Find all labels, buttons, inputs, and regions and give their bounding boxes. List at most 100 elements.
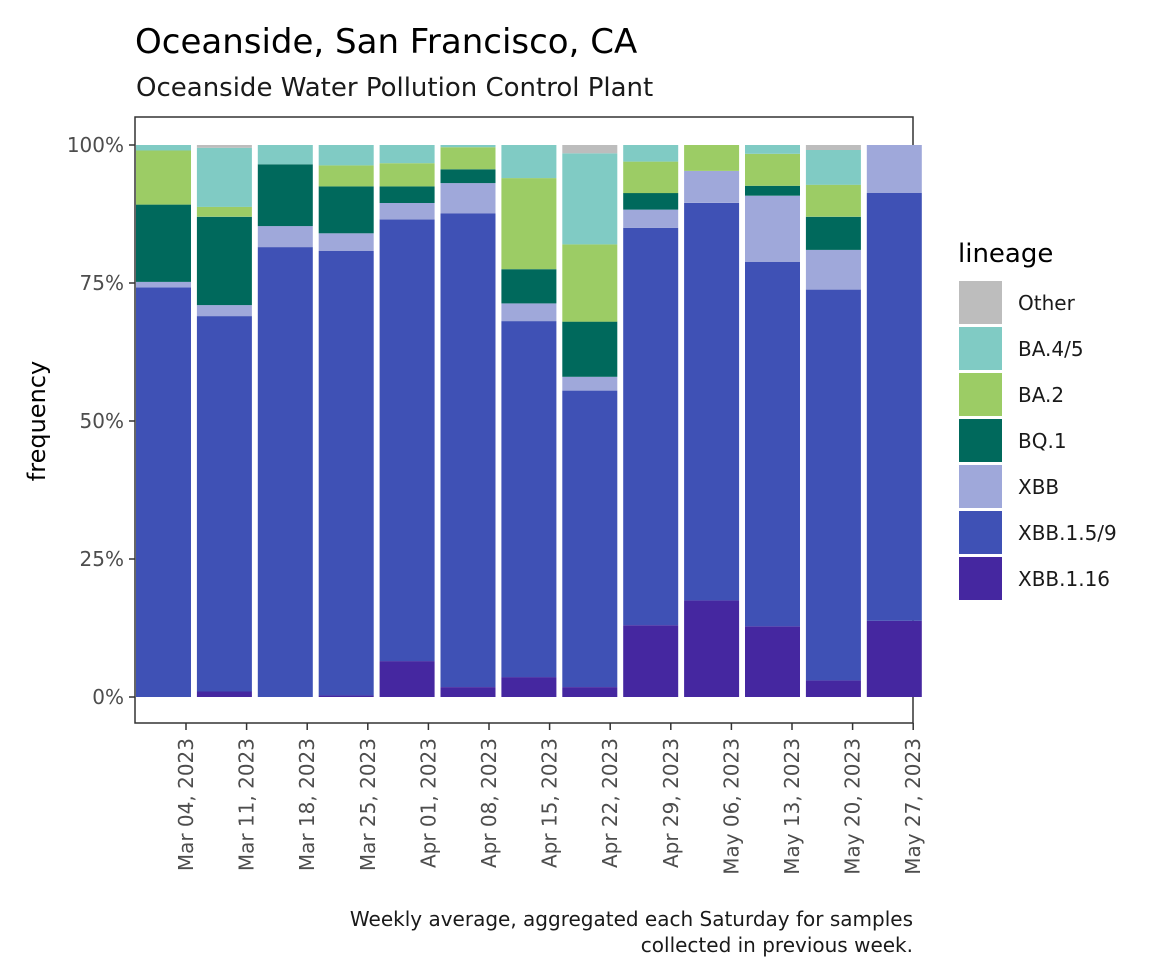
bar-12-bq-1 <box>805 216 861 250</box>
bar-9-xbb <box>623 209 679 228</box>
bar-2-xbb <box>196 305 252 317</box>
bar-11-ba-2 <box>745 153 800 186</box>
legend-title: lineage <box>958 239 1053 269</box>
y-tick-label: 25% <box>80 547 124 571</box>
bar-9-ba-4-5 <box>623 145 679 162</box>
bar-8-ba-4-5 <box>562 153 618 245</box>
legend-swatch-other <box>959 281 1002 324</box>
legend-label-xbb-1-16: XBB.1.16 <box>1018 567 1110 591</box>
bar-6-ba-2 <box>440 147 496 170</box>
bar-2-bq-1 <box>196 216 252 306</box>
x-axis: Mar 04, 2023 Mar 11, 2023 Mar 18, 2023 Mar … <box>174 723 925 875</box>
bar-10-xbb-1-16 <box>684 600 740 697</box>
bar-4-ba-2 <box>318 165 374 187</box>
bar-6-xbb-1-5-9 <box>440 213 496 687</box>
legend-swatch-xbb <box>959 465 1002 508</box>
bar-3-xbb <box>257 226 313 248</box>
bars <box>136 145 922 697</box>
bar-7-xbb-1-5-9 <box>501 321 557 678</box>
bar-6-bq-1 <box>440 169 496 184</box>
bar-5-ba-2 <box>379 163 435 187</box>
bar-5-bq-1 <box>379 186 435 203</box>
y-tick-label: 75% <box>80 271 124 295</box>
bar-2-xbb-1-5-9 <box>196 316 252 692</box>
x-tick-label: Mar 04, 2023 <box>174 738 198 871</box>
x-tick-label: May 20, 2023 <box>841 738 865 875</box>
bar-8-xbb-1-5-9 <box>562 390 618 687</box>
bar-3-xbb-1-5-9 <box>257 247 313 697</box>
bar-5-ba-4-5 <box>379 145 435 164</box>
bar-5-xbb-1-16 <box>379 661 435 697</box>
y-axis: 0% 25% 50% 75% 100% <box>67 133 135 709</box>
bar-13-xbb-1-16 <box>866 620 922 697</box>
bar-1-ba-2 <box>136 150 191 205</box>
y-tick-label: 50% <box>80 409 124 433</box>
bar-2-other <box>196 145 252 148</box>
x-tick-label: Mar 18, 2023 <box>295 738 319 871</box>
bar-4-xbb <box>318 233 374 251</box>
bar-11-xbb-1-5-9 <box>745 262 800 627</box>
bar-9-xbb-1-5-9 <box>623 227 679 626</box>
x-tick-label: May 06, 2023 <box>719 738 743 875</box>
bar-7-bq-1 <box>501 269 557 304</box>
bar-3-bq-1 <box>257 164 313 227</box>
bar-11-ba-4-5 <box>745 145 800 154</box>
bar-7-xbb <box>501 303 557 322</box>
x-tick-label: Apr 01, 2023 <box>416 738 440 868</box>
bar-8-ba-2 <box>562 244 618 322</box>
x-tick-label: Apr 15, 2023 <box>538 738 562 868</box>
caption-line-1: Weekly average, aggregated each Saturday… <box>350 907 913 931</box>
bar-9-ba-2 <box>623 161 679 194</box>
legend-label-bq-1: BQ.1 <box>1018 429 1067 453</box>
bar-2-ba-4-5 <box>196 147 252 207</box>
bar-13-xbb <box>866 145 922 193</box>
bar-12-xbb <box>805 249 861 290</box>
bar-8-xbb-1-16 <box>562 687 618 697</box>
bar-11-xbb <box>745 195 800 262</box>
caption-line-2: collected in previous week. <box>641 933 913 957</box>
bar-8-bq-1 <box>562 321 618 377</box>
x-tick-label: May 13, 2023 <box>780 738 804 875</box>
x-tick-label: Apr 22, 2023 <box>598 738 622 868</box>
legend-label-ba-2: BA.2 <box>1018 383 1064 407</box>
bar-10-ba-2 <box>684 145 740 171</box>
bar-4-ba-4-5 <box>318 145 374 166</box>
bar-6-xbb-1-16 <box>440 687 496 697</box>
x-tick-label: Mar 11, 2023 <box>235 738 259 871</box>
x-tick-label: May 27, 2023 <box>901 738 925 875</box>
legend-swatch-bq-1 <box>959 419 1002 462</box>
chart-title: Oceanside, San Francisco, CA <box>135 22 637 62</box>
bar-3-ba-4-5 <box>257 145 313 165</box>
bar-2-xbb-1-16 <box>196 691 252 697</box>
bar-4-xbb-1-5-9 <box>318 251 374 696</box>
bar-7-xbb-1-16 <box>501 677 557 697</box>
bar-5-xbb <box>379 203 435 220</box>
bar-6-xbb <box>440 183 496 214</box>
bar-4-bq-1 <box>318 186 374 234</box>
bar-6-ba-4-5 <box>440 145 496 148</box>
bar-7-ba-2 <box>501 178 557 270</box>
legend: Other BA.4/5 BA.2 BQ.1 XBB XBB.1.5/9 XBB.1.16 <box>959 281 1117 600</box>
bar-9-bq-1 <box>623 193 679 210</box>
bar-9-xbb-1-16 <box>623 625 679 697</box>
legend-label-other: Other <box>1018 291 1076 315</box>
bar-12-ba-4-5 <box>805 150 861 185</box>
y-tick-label: 100% <box>67 133 124 157</box>
chart-subtitle: Oceanside Water Pollution Control Plant <box>136 73 653 103</box>
bar-12-xbb-1-16 <box>805 680 861 697</box>
legend-swatch-xbb-1-5-9 <box>959 511 1002 554</box>
legend-swatch-ba-4-5 <box>959 327 1002 370</box>
bar-10-xbb-1-5-9 <box>684 203 740 601</box>
bar-12-other <box>805 145 861 150</box>
bar-7-ba-4-5 <box>501 145 557 179</box>
y-tick-label: 0% <box>92 685 124 709</box>
bar-10-xbb <box>684 170 740 203</box>
bar-1-bq-1 <box>136 204 191 282</box>
bar-12-xbb-1-5-9 <box>805 289 861 681</box>
x-tick-label: Apr 08, 2023 <box>477 738 501 868</box>
bar-5-xbb-1-5-9 <box>379 219 435 662</box>
legend-label-ba-4-5: BA.4/5 <box>1018 337 1084 361</box>
bar-8-other <box>562 145 618 154</box>
bar-12-ba-2 <box>805 184 861 217</box>
